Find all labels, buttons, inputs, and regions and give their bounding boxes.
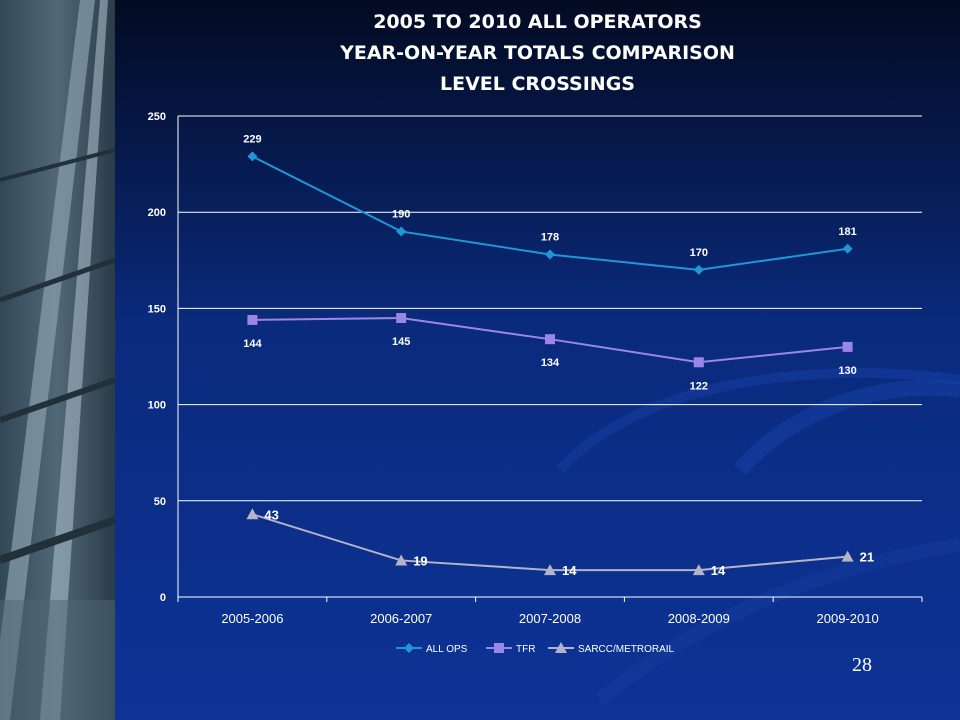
y-tick-label: 100	[148, 400, 166, 412]
x-tick-label: 2005-2006	[221, 611, 283, 626]
data-label: 14	[562, 563, 577, 578]
data-point	[247, 151, 258, 162]
data-label: 181	[838, 226, 856, 238]
y-tick-label: 250	[148, 111, 166, 123]
chart-title-line-1: 2005 TO 2010 ALL OPERATORS	[373, 11, 702, 33]
y-tick-label: 150	[148, 303, 166, 315]
data-point	[396, 313, 407, 324]
data-point	[842, 341, 853, 352]
data-point	[693, 264, 704, 275]
data-point	[545, 249, 555, 260]
legend: ALL OPS TFR SARCC/METRORAIL	[396, 642, 675, 655]
x-tick-label: 2007-2008	[519, 611, 581, 626]
data-label: 145	[392, 336, 410, 348]
data-point	[692, 564, 705, 576]
x-tick-label: 2009-2010	[817, 611, 879, 626]
data-label: 170	[690, 247, 708, 259]
legend-marker	[494, 643, 504, 653]
data-label: 229	[243, 133, 261, 145]
chart-title-line-3: LEVEL CROSSINGS	[440, 73, 635, 95]
data-point	[246, 508, 259, 520]
data-point	[247, 314, 258, 325]
data-point	[841, 550, 854, 562]
series-line-sarcc-metrorail	[252, 513, 848, 572]
chart-title-line-2: YEAR-ON-YEAR TOTALS COMPARISON	[340, 42, 735, 64]
data-point	[396, 226, 407, 237]
railway-track-image	[0, 0, 115, 720]
data-label: 19	[413, 553, 427, 568]
y-tick-label: 200	[148, 207, 166, 219]
legend-label: ALL OPS	[426, 644, 468, 655]
data-label: 190	[392, 208, 410, 220]
data-point	[395, 554, 408, 566]
page-number: 28	[852, 654, 872, 676]
series	[246, 151, 854, 576]
data-point	[842, 243, 853, 254]
x-tick-label: 2008-2009	[668, 611, 730, 626]
x-tick-label: 2006-2007	[370, 611, 432, 626]
y-tick-label: 0	[160, 592, 166, 604]
data-label: 130	[838, 365, 856, 377]
data-point	[693, 357, 704, 368]
legend-label: SARCC/METRORAIL	[578, 644, 675, 655]
axes: 0 50 100 150 200 250 2005-2006 2006-2007 2007-20…	[148, 111, 923, 626]
legend-marker	[555, 642, 567, 653]
data-label: 14	[711, 563, 726, 578]
data-label: 43	[264, 507, 278, 522]
data-label: 21	[860, 550, 874, 565]
data-label: 134	[541, 357, 560, 369]
data-label: 144	[243, 338, 262, 350]
data-point	[545, 334, 555, 345]
data-labels: 229 190 178 170 181 144 145 134 122 130 43 19 14 14 21	[243, 133, 874, 578]
y-tick-label: 50	[154, 496, 166, 508]
legend-marker	[404, 643, 414, 653]
legend-label: TFR	[516, 644, 535, 655]
data-point	[544, 564, 556, 576]
data-label: 122	[690, 380, 708, 392]
data-label: 178	[541, 232, 559, 244]
